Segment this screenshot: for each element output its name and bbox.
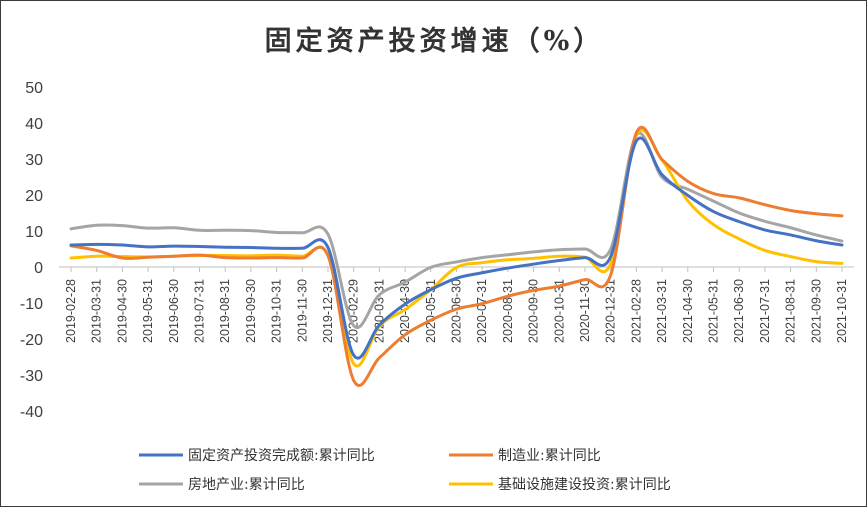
y-tick-label: 20	[25, 188, 43, 205]
x-tick-label: 2019-02-28	[64, 279, 78, 343]
y-tick-label: 40	[25, 116, 43, 133]
y-tick-label: 0	[34, 260, 43, 277]
x-tick-label: 2020-05-31	[424, 279, 438, 343]
x-axis: 2019-02-28 2019-03-31 2019-04-30 2019-05-31…	[59, 266, 854, 343]
x-tick-label: 2020-03-31	[372, 279, 386, 343]
y-tick-label: -40	[20, 404, 43, 421]
y-tick-label: -30	[20, 368, 43, 385]
legend-label: 基础设施建设投资:累计同比	[498, 476, 671, 493]
x-tick-label: 2021-03-31	[655, 279, 669, 343]
series-line-2	[69, 131, 844, 330]
x-tick-label: 2020-10-31	[552, 279, 566, 343]
x-tick-label: 2021-05-31	[707, 279, 721, 343]
series-line-0	[69, 136, 844, 360]
x-tick-label: 2020-12-31	[604, 279, 618, 343]
x-tick-label: 2019-08-31	[218, 279, 232, 343]
x-tick-label: 2020-11-30	[578, 279, 592, 342]
x-tick-label: 2021-04-30	[681, 279, 695, 343]
chart-title: 固定资产投资增速（%）	[264, 26, 605, 57]
x-tick-label: 2021-07-31	[758, 279, 772, 343]
x-tick-label: 2021-06-30	[732, 279, 746, 343]
x-tick-label: 2020-09-30	[527, 279, 541, 343]
x-tick-label: 2020-08-31	[501, 279, 515, 343]
x-tick-label: 2019-09-30	[244, 279, 258, 343]
plot-area	[69, 125, 844, 387]
y-tick-label: 50	[25, 80, 43, 97]
legend-label: 制造业:累计同比	[498, 448, 601, 464]
y-tick-label: 30	[25, 152, 43, 169]
x-tick-label: 2019-05-31	[141, 279, 155, 343]
y-axis: -40 -30 -20 -10 0 10 20 30 40 50	[20, 80, 43, 421]
x-tick-label: 2019-06-30	[167, 279, 181, 343]
x-tick-label: 2019-04-30	[115, 279, 129, 343]
legend-label: 固定资产投资完成额:累计同比	[188, 448, 375, 464]
x-tick-label: 2019-07-31	[193, 279, 207, 343]
x-tick-label: 2019-10-31	[270, 279, 284, 343]
x-tick-label: 2021-09-30	[809, 279, 823, 343]
x-tick-label: 2021-02-28	[629, 279, 643, 343]
y-tick-label: -20	[20, 332, 43, 349]
y-tick-label: 10	[25, 224, 43, 241]
x-tick-label: 2020-06-30	[450, 279, 464, 343]
series-line-1	[69, 125, 844, 387]
x-tick-label: 2019-12-31	[321, 279, 335, 343]
x-tick-label: 2020-07-31	[475, 279, 489, 343]
y-tick-label: -10	[20, 296, 43, 313]
x-tick-label: 2019-03-31	[90, 279, 104, 343]
x-tick-label: 2021-10-31	[835, 279, 849, 343]
legend-label: 房地产业:累计同比	[188, 477, 305, 493]
x-tick-label: 2021-08-31	[784, 279, 798, 343]
x-tick-label: 2019-11-30	[295, 279, 309, 342]
